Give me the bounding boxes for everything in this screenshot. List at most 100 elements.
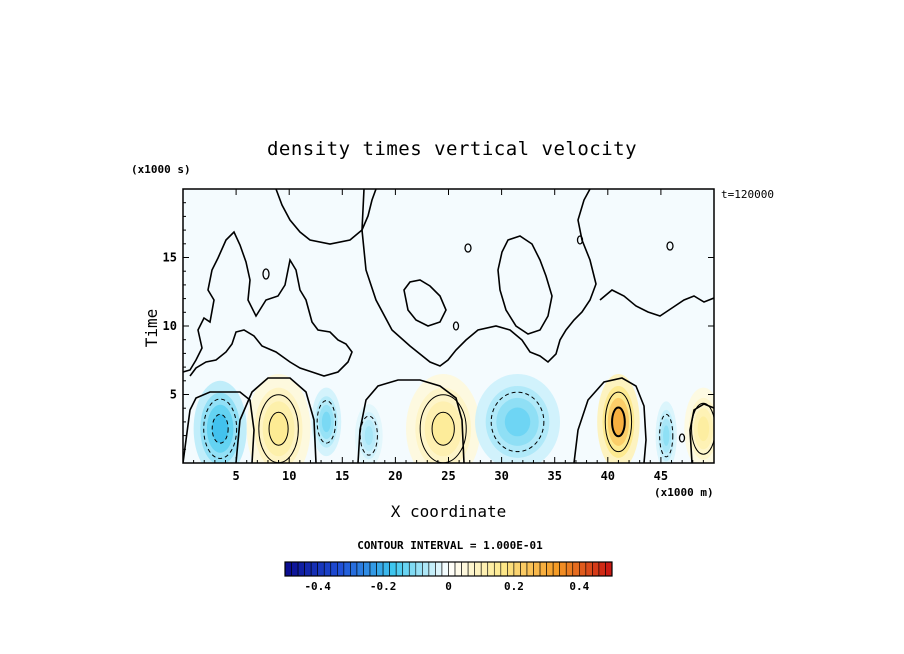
contour-line-negative xyxy=(359,415,378,456)
colorbar-swatch xyxy=(389,561,397,577)
colorbar-swatch xyxy=(435,561,443,577)
x-tick-label: 40 xyxy=(601,469,615,483)
small-contour-loop xyxy=(464,243,472,253)
colorbar-swatch xyxy=(585,561,593,577)
colorbar-swatch xyxy=(284,561,292,577)
contour-line-negative xyxy=(490,391,545,453)
field-positive-blob xyxy=(432,412,455,446)
small-contour-loop xyxy=(666,241,674,251)
colorbar-swatch xyxy=(533,561,541,577)
colorbar-swatch xyxy=(317,561,325,577)
x-tick-label: 35 xyxy=(547,469,561,483)
colorbar-swatch xyxy=(500,561,508,577)
field-negative-blob xyxy=(321,411,331,433)
colorbar-swatch xyxy=(578,561,587,577)
colorbar-swatch xyxy=(395,561,404,577)
x-tick-label: 25 xyxy=(441,469,455,483)
colorbar-tick-label: -0.2 xyxy=(370,580,397,593)
contour-interval-label: CONTOUR INTERVAL = 1.000E-01 xyxy=(357,539,543,552)
contour-line-positive-inner xyxy=(431,411,455,446)
y-scale-label: (x1000 s) xyxy=(131,163,191,176)
colorbar-swatch xyxy=(493,561,502,577)
colorbar-swatch xyxy=(480,561,489,577)
contour-line-negative xyxy=(203,398,238,459)
contour-line-negative xyxy=(659,413,674,458)
field-positive-blob xyxy=(269,412,289,446)
colorbar-swatch xyxy=(415,561,423,577)
x-tick-label: 30 xyxy=(494,469,508,483)
colorbar-swatch xyxy=(408,561,417,577)
colorbar-swatch xyxy=(382,561,390,577)
colorbar-swatch xyxy=(605,561,613,577)
zero-contour xyxy=(497,235,553,335)
colorbar-swatch xyxy=(513,561,521,577)
colorbar-swatch xyxy=(297,561,305,577)
small-contour-loop xyxy=(452,321,460,331)
colorbar-swatch xyxy=(363,561,371,577)
x-axis-label: X coordinate xyxy=(390,502,507,521)
x-tick-label: 10 xyxy=(282,469,296,483)
axis-layer: 5 10 15 20 25 30 35 40 45 5 10 15 xyxy=(163,189,714,483)
zero-contour xyxy=(183,391,255,463)
colorbar-swatch xyxy=(461,561,469,577)
colorbar-swatch xyxy=(422,561,430,577)
colorbar-swatch xyxy=(559,561,567,577)
time-annotation: t=120000 xyxy=(721,188,774,201)
zero-contour xyxy=(183,230,353,377)
x-tick-label: 5 xyxy=(232,469,239,483)
colorbar-swatch xyxy=(474,561,482,577)
contour-line-positive-inner xyxy=(611,406,626,438)
field-layer xyxy=(193,373,714,463)
colorbar-swatch xyxy=(356,561,364,577)
contour-layer xyxy=(183,189,714,463)
colorbar-swatch xyxy=(343,561,351,577)
zero-contour xyxy=(599,289,714,317)
field-negative-blob xyxy=(212,414,229,444)
x-scale-label: (x1000 m) xyxy=(654,486,714,499)
contour-line-positive-inner xyxy=(268,411,289,446)
zero-contour xyxy=(573,377,647,463)
zero-contour xyxy=(689,403,714,463)
colorbar-swatch xyxy=(526,561,534,577)
colorbar-swatch xyxy=(330,561,338,577)
colorbar-swatch xyxy=(350,561,358,577)
field-positive-blob xyxy=(612,407,625,437)
colorbar-swatch xyxy=(487,561,495,577)
colorbar-swatch xyxy=(565,561,574,577)
contour-line-negative-inner xyxy=(211,413,229,444)
colorbar-tick-label: 0 xyxy=(445,580,452,593)
zero-contour xyxy=(275,189,377,245)
colorbar-swatch xyxy=(572,561,580,577)
colorbar-swatch xyxy=(467,561,475,577)
field-negative-blob xyxy=(504,407,531,437)
colorbar-swatch xyxy=(323,561,332,577)
colorbar-swatch xyxy=(291,561,299,577)
colorbar-swatch xyxy=(337,561,345,577)
y-tick-label: 15 xyxy=(163,251,177,265)
colorbar-swatch xyxy=(539,561,547,577)
colorbar-tick-label: -0.4 xyxy=(304,580,331,593)
colorbar-tick-label: 0.4 xyxy=(569,580,589,593)
x-tick-label: 15 xyxy=(335,469,349,483)
chart-title: density times vertical velocity xyxy=(266,138,638,160)
field-negative-blob xyxy=(364,426,373,446)
small-contour-loop xyxy=(262,268,270,280)
zero-contour xyxy=(403,279,447,327)
colorbar-swatch xyxy=(402,561,410,577)
zero-contour xyxy=(235,377,317,463)
zero-contour xyxy=(357,379,465,463)
colorbar-swatch xyxy=(592,561,600,577)
zero-contour xyxy=(361,189,597,367)
x-tick-label: 20 xyxy=(388,469,402,483)
small-contour-loop xyxy=(576,235,584,245)
colorbar: -0.4 -0.2 0 0.2 0.4 xyxy=(284,561,613,593)
colorbar-swatch xyxy=(598,561,606,577)
y-tick-label: 10 xyxy=(163,319,177,333)
colorbar-swatch xyxy=(441,561,449,577)
field-negative-blob xyxy=(663,425,670,446)
colorbar-swatch xyxy=(507,561,515,577)
colorbar-swatch xyxy=(454,561,462,577)
colorbar-swatch xyxy=(376,561,384,577)
colorbar-swatch xyxy=(304,561,312,577)
